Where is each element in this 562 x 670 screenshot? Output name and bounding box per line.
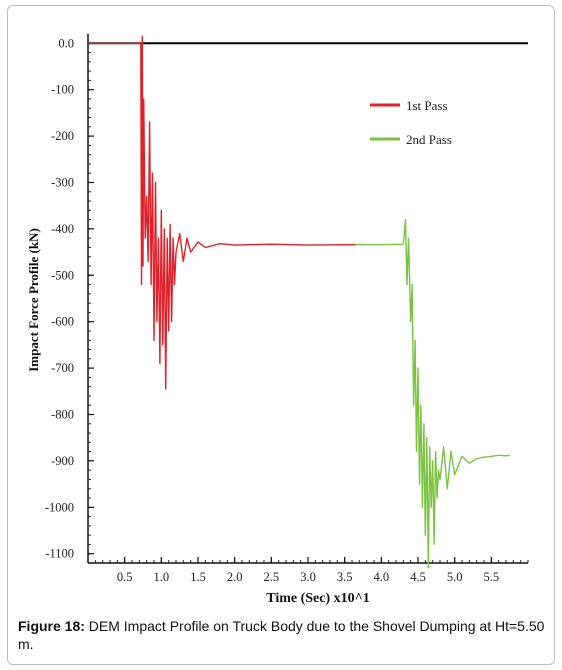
x-tick-label: 4.5 (410, 570, 426, 584)
x-tick-label: 3.0 (300, 570, 316, 584)
x-tick-label: 1.5 (190, 570, 206, 584)
axes: 0.0 -100 -200 -300 -400 -500 -600 -700 -800 -900 -… (45, 34, 529, 584)
figure-frame (7, 5, 555, 665)
y-tick-label: -600 (51, 315, 74, 329)
y-tick-label: -1100 (45, 547, 74, 561)
impact-force-chart: 0.0 -100 -200 -300 -400 -500 -600 -700 -800 -900 -… (26, 34, 529, 606)
x-tick-label: 1.0 (154, 570, 170, 584)
y-tick-label: -200 (51, 129, 74, 143)
y-tick-label: -900 (51, 454, 74, 468)
x-tick-label: 2.0 (227, 570, 243, 584)
caption-text: DEM Impact Profile on Truck Body due to … (18, 618, 545, 652)
y-tick-label: -700 (51, 361, 74, 375)
series-line-2 (355, 218, 510, 569)
series-line-1 (88, 35, 356, 390)
y-tick-label: -1000 (45, 500, 74, 514)
x-tick-label: 5.0 (447, 570, 463, 584)
x-tick-label: 0.5 (117, 570, 133, 584)
legend-label-1: 1st Pass (406, 98, 448, 113)
x-tick-label: 4.0 (374, 570, 390, 584)
legend-label-2: 2nd Pass (406, 132, 452, 147)
x-axis-title: Time (Sec) x10^1 (266, 591, 370, 606)
x-tick-label: 3.5 (337, 570, 353, 584)
y-tick-label: 0.0 (58, 36, 74, 50)
x-tick-label: 5.5 (484, 570, 500, 584)
figure-caption: Figure 18: DEM Impact Profile on Truck B… (18, 617, 546, 653)
y-tick-label: -100 (51, 83, 74, 97)
y-axis-title: Impact Force Profile (kN) (26, 228, 41, 372)
y-tick-label: -500 (51, 268, 74, 282)
y-tick-label: -300 (51, 175, 74, 189)
legend: 1st Pass 2nd Pass (370, 98, 452, 147)
y-tick-label: -400 (51, 222, 74, 236)
y-tick-label: -800 (51, 408, 74, 422)
x-tick-label: 2.5 (264, 570, 280, 584)
caption-label: Figure 18: (18, 618, 85, 634)
series-layer (88, 35, 510, 569)
